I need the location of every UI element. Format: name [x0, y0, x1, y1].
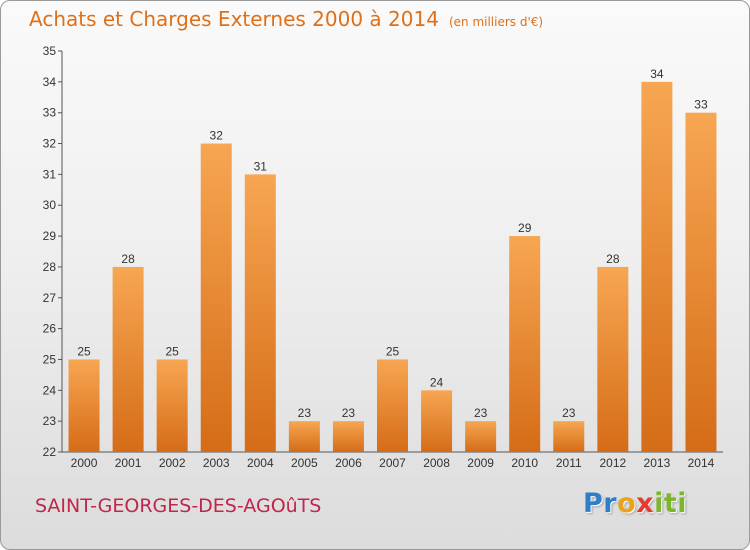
y-tick-label: 26 — [43, 322, 57, 336]
data-label: 23 — [474, 406, 488, 420]
data-label: 34 — [650, 67, 664, 81]
data-label: 25 — [165, 344, 179, 358]
x-tick-label: 2006 — [335, 456, 362, 470]
data-label: 29 — [518, 221, 532, 235]
bar — [244, 174, 276, 452]
data-label: 28 — [606, 252, 620, 266]
data-label: 23 — [342, 406, 356, 420]
bar — [553, 421, 585, 452]
y-tick-label: 25 — [43, 352, 57, 366]
x-tick-label: 2013 — [644, 456, 671, 470]
bar — [685, 112, 717, 452]
data-label: 23 — [298, 406, 312, 420]
chart-title: Achats et Charges Externes 2000 à 2014 (e… — [29, 7, 543, 31]
bar — [465, 421, 497, 452]
bar — [597, 266, 629, 452]
x-tick-label: 2011 — [556, 456, 582, 470]
x-tick-label: 2004 — [247, 456, 274, 470]
x-tick-label: 2005 — [291, 456, 318, 470]
bar — [641, 81, 673, 452]
data-label: 31 — [254, 159, 268, 173]
bar — [68, 359, 100, 452]
data-label: 33 — [694, 98, 708, 112]
bar — [509, 236, 541, 452]
bar — [288, 421, 320, 452]
bar — [112, 266, 144, 452]
data-label: 24 — [430, 375, 444, 389]
x-tick-label: 2007 — [379, 456, 406, 470]
data-label: 23 — [562, 406, 576, 420]
y-tick-label: 24 — [43, 383, 57, 397]
x-tick-label: 2001 — [115, 456, 142, 470]
y-tick-label: 22 — [43, 445, 57, 459]
y-tick-label: 30 — [43, 198, 57, 212]
x-tick-label: 2009 — [467, 456, 494, 470]
x-tick-label: 2003 — [203, 456, 230, 470]
bar — [156, 359, 188, 452]
data-label: 25 — [77, 344, 91, 358]
y-tick-label: 34 — [43, 75, 57, 89]
y-tick-label: 29 — [43, 229, 57, 243]
y-tick-label: 28 — [43, 260, 57, 274]
y-tick-label: 31 — [43, 167, 57, 181]
bar — [200, 143, 232, 453]
y-tick-label: 32 — [43, 137, 57, 151]
x-tick-label: 2008 — [423, 456, 450, 470]
bar — [421, 390, 453, 452]
x-tick-label: 2014 — [688, 456, 715, 470]
chart-title-text: Achats et Charges Externes 2000 à 2014 — [29, 7, 439, 31]
commune-name: SAINT-GEORGES-DES-AGOûTS — [35, 495, 322, 517]
x-tick-label: 2010 — [511, 456, 538, 470]
x-tick-label: 2000 — [71, 456, 98, 470]
proxiti-logo: Proxiti — [583, 488, 688, 519]
y-tick-label: 27 — [43, 291, 57, 305]
y-tick-label: 35 — [43, 44, 57, 58]
x-tick-label: 2012 — [599, 456, 626, 470]
x-tick-label: 2002 — [159, 456, 186, 470]
bar — [377, 359, 408, 452]
chart-unit: (en milliers d'€) — [448, 15, 544, 29]
data-label: 28 — [121, 252, 135, 266]
bar — [332, 421, 364, 452]
y-tick-label: 33 — [43, 106, 57, 120]
data-label: 32 — [210, 129, 224, 143]
y-tick-label: 23 — [43, 414, 57, 428]
data-label: 25 — [386, 344, 400, 358]
